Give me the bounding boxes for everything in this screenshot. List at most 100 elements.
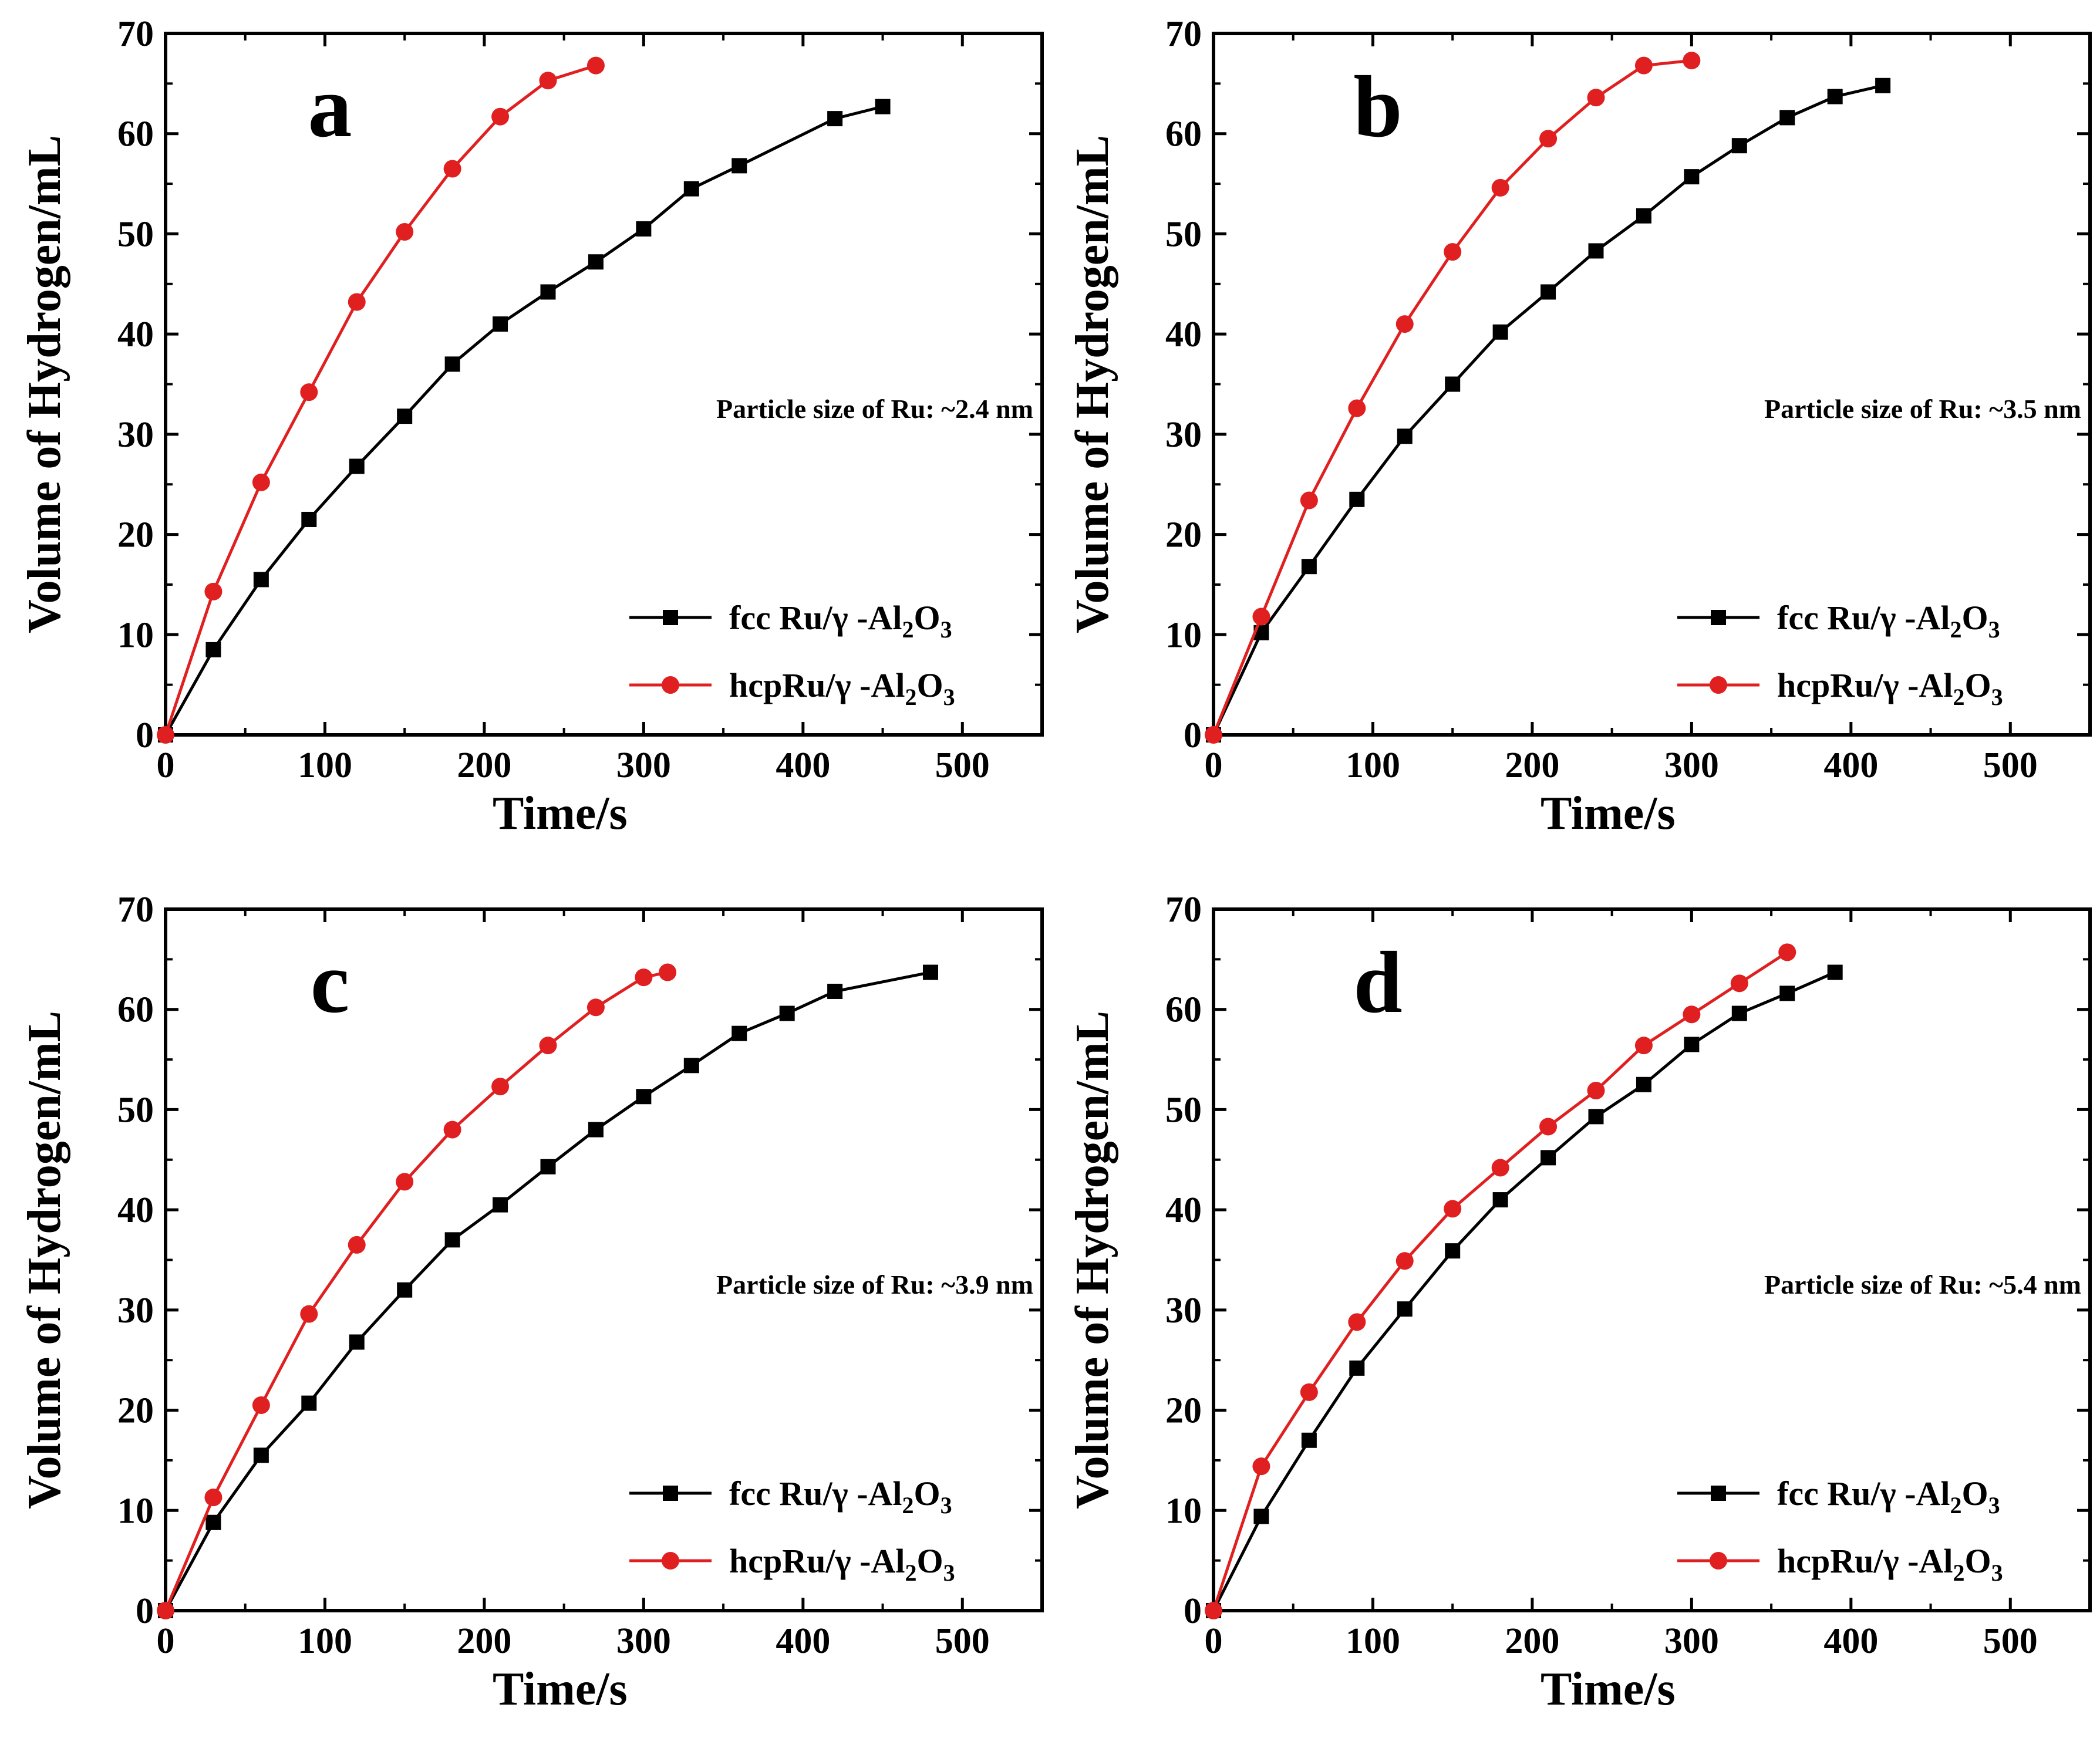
legend-label-part: fcc Ru/γ -Al [729,599,902,637]
y-tick-label: 0 [136,716,154,755]
data-point [732,1025,747,1041]
data-point [779,1005,795,1021]
y-tick-label: 60 [1165,114,1202,154]
y-tick-label: 60 [117,114,154,154]
legend-label-part: O [1962,599,1988,637]
legend-label-part: hcpRu/γ -Al [729,1542,905,1580]
data-point [1684,169,1700,185]
legend-label: hcpRu/γ -Al2O3 [1777,1542,2003,1586]
series-line [164,64,596,735]
data-point [1588,1109,1604,1125]
x-tick-label: 100 [298,745,352,785]
legend-label-part: hcpRu/γ -Al [729,666,905,704]
data-point [827,111,843,127]
data-point [1252,608,1270,626]
x-axis-title: Time/s [1541,1663,1676,1715]
y-tick-label: 10 [1165,615,1202,655]
data-point [348,1236,366,1254]
data-point [1301,1432,1317,1448]
legend-label-part: 2 [902,616,914,643]
y-tick-label: 30 [1165,1291,1202,1331]
data-point [1445,376,1461,392]
y-axis-title: Volume of Hydrogen/mL [19,1011,70,1509]
legend-label-part: 2 [1953,1560,1964,1586]
y-tick-label: 50 [1165,1090,1202,1130]
x-tick-label: 200 [1505,1621,1559,1661]
y-tick-label: 10 [117,1491,154,1531]
legend-label: fcc Ru/γ -Al2O3 [1777,599,2000,643]
legend-label: hcpRu/γ -Al2O3 [1777,666,2003,710]
legend-label-part: fcc Ru/γ -Al [1777,599,1950,637]
data-point [300,1305,318,1323]
data-point [922,964,938,980]
panel-letter: a [308,58,352,156]
legend-label: hcpRu/γ -Al2O3 [729,1542,955,1586]
legend-label-part: O [914,599,941,637]
data-point [396,223,414,241]
x-tick-label: 300 [616,745,671,785]
y-tick-label: 10 [117,615,154,655]
y-tick-label: 30 [1165,415,1202,455]
data-point [1348,399,1366,417]
series-hcp [1205,943,1796,1619]
data-point [444,356,460,372]
data-point [1731,138,1747,154]
y-tick-label: 20 [117,1391,154,1431]
data-point [443,160,461,178]
x-tick-label: 200 [1505,745,1559,785]
y-axis-title: Volume of Hydrogen/mL [1067,135,1118,633]
data-point [588,1122,604,1138]
legend-entry-hcp: hcpRu/γ -Al2O3 [629,1542,955,1586]
data-point [1683,1005,1701,1024]
particle-size-annotation: Particle size of Ru: ~3.9 nm [716,1270,1033,1300]
legend-label-part: O [916,666,943,704]
y-tick-label: 30 [117,1291,154,1331]
legend-marker [662,676,679,694]
legend-label-part: 3 [1988,616,2000,643]
data-point [1397,428,1413,444]
x-tick-label: 400 [776,745,830,785]
data-point [1779,110,1795,126]
panel-d: 0 10 20 30 40 50 60 70 0 100 200 300 400 500 Time/s Vol… [1067,890,2092,1715]
legend-label-part: 2 [1950,616,1962,643]
legend-entry-fcc: fcc Ru/γ -Al2O3 [1677,599,2000,643]
x-tick-label: 400 [776,1621,830,1661]
panel-c: 0 10 20 30 40 50 60 70 0 100 200 300 400 500 Time/s Vol… [19,890,1044,1715]
legend-marker [1711,610,1726,625]
x-tick-label: 500 [935,1621,990,1661]
data-point [1636,208,1651,224]
legend-marker [663,610,678,625]
legend-label: fcc Ru/γ -Al2O3 [1777,1474,2000,1518]
data-point [539,1037,557,1055]
data-point [1300,1383,1318,1401]
y-tick-label: 60 [117,990,154,1030]
panel-letter: b [1353,58,1402,156]
x-tick-label: 0 [1205,745,1223,785]
legend-label-part: 3 [943,1560,955,1586]
legend-label-part: 3 [1988,1492,2000,1518]
data-point [1445,1243,1461,1259]
legend-label-part: 3 [941,616,952,643]
data-point [1491,1159,1509,1177]
legend-label-part: hcpRu/γ -Al [1777,666,1953,704]
x-tick-label: 200 [457,745,511,785]
data-point [301,511,317,527]
data-point [253,1447,269,1463]
x-tick-label: 400 [1823,1621,1878,1661]
particle-size-annotation: Particle size of Ru: ~5.4 nm [1764,1270,2081,1300]
series-line [1212,59,1692,735]
legend-label-part: 3 [941,1492,952,1518]
x-axis-title: Time/s [493,788,628,839]
data-point [1683,52,1701,70]
data-point [1492,324,1508,340]
y-tick-label: 0 [136,1591,154,1631]
series-fcc [158,964,938,1618]
particle-size-annotation: Particle size of Ru: ~2.4 nm [716,394,1033,424]
data-point [1491,178,1509,197]
data-point [491,1078,510,1096]
legend-entry-fcc: fcc Ru/γ -Al2O3 [629,1474,952,1518]
series-line [164,971,668,1611]
legend-label-part: O [914,1474,941,1513]
x-tick-label: 100 [298,1621,352,1661]
